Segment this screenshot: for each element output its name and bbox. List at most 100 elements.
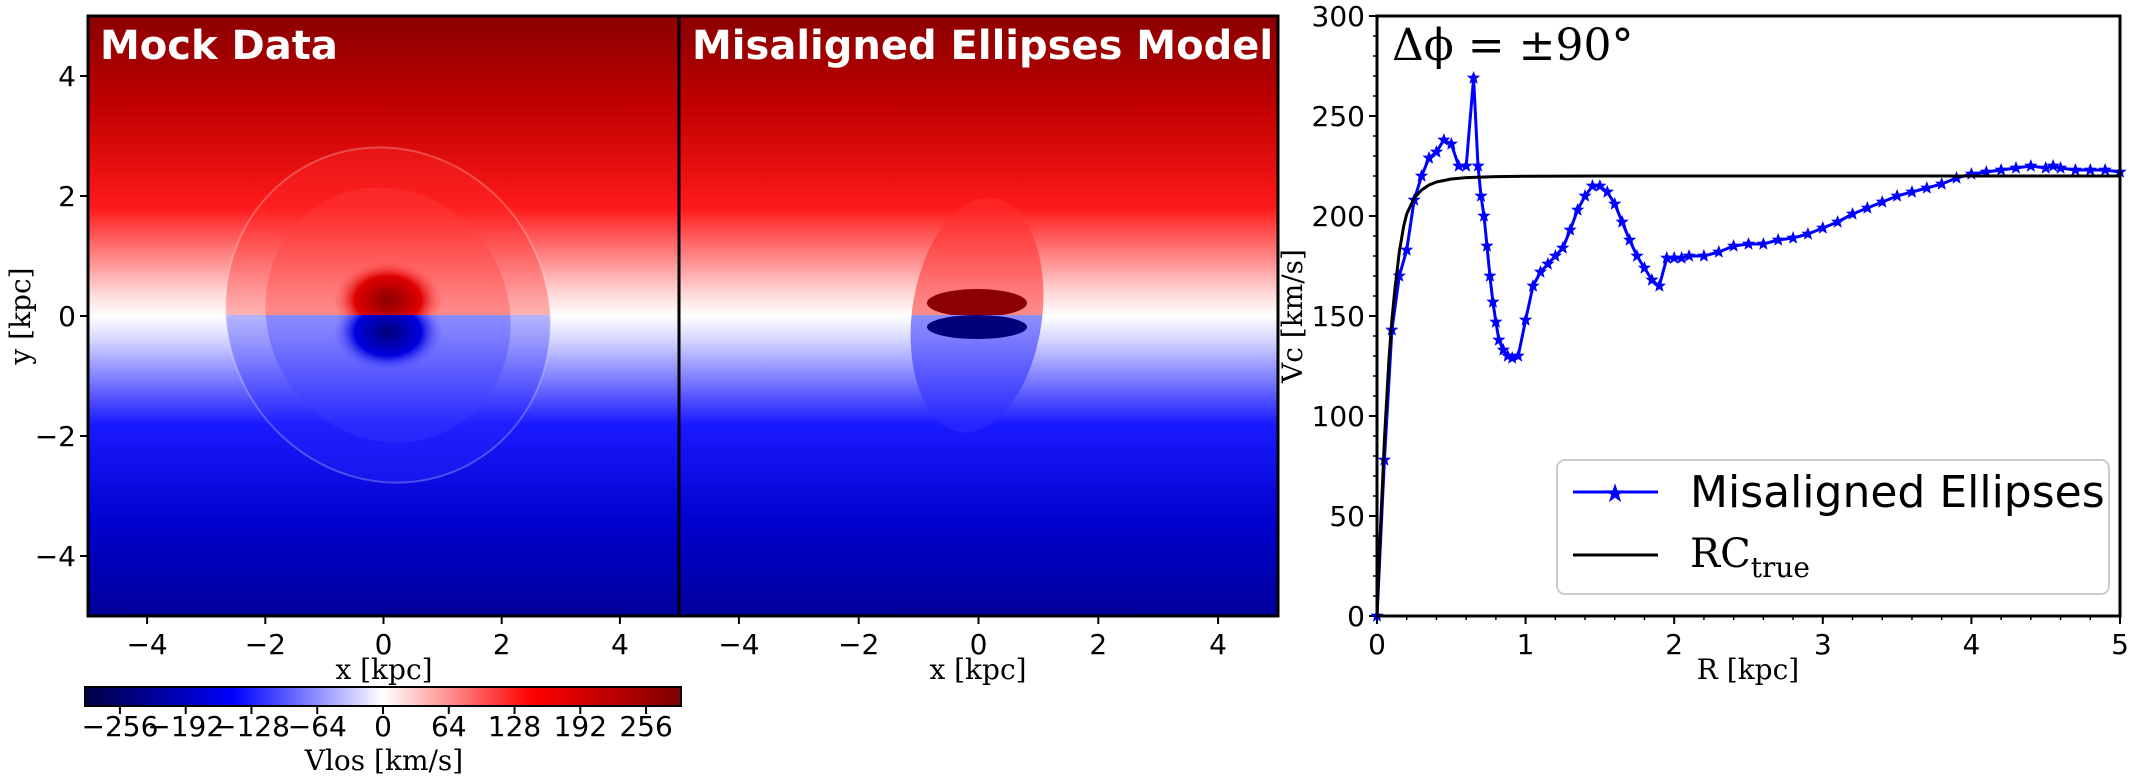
series-point-misaligned-ellipses <box>1801 227 1815 240</box>
model-xtick-label: −2 <box>838 628 879 661</box>
series-point-misaligned-ellipses <box>1630 249 1644 262</box>
model-xlabel: x [kpc] <box>929 653 1026 686</box>
series-point-misaligned-ellipses <box>1727 239 1741 252</box>
mock-ytick-label: 0 <box>58 300 76 333</box>
series-point-misaligned-ellipses <box>1518 313 1533 326</box>
series-point-misaligned-ellipses <box>1741 237 1756 250</box>
model-panel: Misaligned Ellipses Model <box>677 14 1280 618</box>
colorbar: −256−192−128−64 0 64 128 192 256 Vlos [km/s] <box>81 686 682 777</box>
series-point-misaligned-ellipses <box>1979 165 1993 178</box>
series-point-misaligned-ellipses <box>2098 163 2112 176</box>
rc-xtick-label: 2 <box>1665 628 1683 661</box>
series-point-misaligned-ellipses <box>1429 145 1444 158</box>
mock-data-disk-features <box>224 146 552 484</box>
series-point-misaligned-ellipses <box>1682 249 1696 262</box>
colorbar-tick-label: −192 <box>147 710 224 743</box>
series-line-rc-true <box>1375 174 2120 617</box>
rc-xtick-label: 0 <box>1368 628 1386 661</box>
series-point-misaligned-ellipses <box>1660 251 1674 264</box>
mock-data-panel: Mock Data <box>86 14 681 618</box>
mock-ytick-label: −2 <box>35 420 76 453</box>
colorbar-tick-label: 0 <box>374 710 392 743</box>
series-point-misaligned-ellipses <box>1571 203 1585 216</box>
rc-ytick-label: 100 <box>1312 400 1365 433</box>
series-point-misaligned-ellipses <box>1935 177 1949 190</box>
series-point-misaligned-ellipses <box>1501 349 1515 362</box>
series-point-misaligned-ellipses <box>1483 269 1497 282</box>
model-disk-features <box>910 197 1044 433</box>
series-point-misaligned-ellipses <box>1756 237 1770 250</box>
rc-xtick-label: 1 <box>1517 628 1535 661</box>
series-point-misaligned-ellipses <box>1831 215 1845 228</box>
model-xtick-label: 0 <box>970 628 988 661</box>
series-point-misaligned-ellipses <box>1875 195 1889 208</box>
series-point-misaligned-ellipses <box>1477 209 1491 222</box>
model-title: Misaligned Ellipses Model <box>692 23 1273 69</box>
series-point-misaligned-ellipses <box>1400 243 1414 256</box>
series-point-misaligned-ellipses <box>1466 71 1481 84</box>
legend-label-rc-true: RCtrue <box>1690 531 1810 584</box>
rc-ytick-label: 200 <box>1312 200 1365 233</box>
series-point-misaligned-ellipses <box>2009 161 2023 174</box>
mock-ytick-label: 2 <box>58 180 76 213</box>
rc-xtick-label: 5 <box>2111 628 2129 661</box>
series-point-misaligned-ellipses <box>1480 239 1494 252</box>
series-point-misaligned-ellipses <box>1608 197 1622 210</box>
series-point-misaligned-ellipses <box>1496 343 1510 356</box>
series-point-misaligned-ellipses <box>1667 251 1681 264</box>
rc-ytick-label: 300 <box>1312 0 1365 33</box>
colorbar-tick-label: −128 <box>213 710 290 743</box>
colorbar-tick-label: −256 <box>81 710 158 743</box>
series-point-misaligned-ellipses <box>1675 251 1689 264</box>
rotation-curve-ylabel: Vc [km/s] <box>1276 249 1309 384</box>
legend: ★ Misaligned Ellipses RCtrue <box>1556 459 2110 595</box>
model-xtick-label: 2 <box>1089 628 1107 661</box>
series-point-misaligned-ellipses <box>1593 179 1607 192</box>
colorbar-tick-label: 192 <box>554 710 607 743</box>
series-point-misaligned-ellipses <box>1437 133 1451 146</box>
series-point-misaligned-ellipses <box>2083 163 2097 176</box>
series-point-misaligned-ellipses <box>2068 163 2083 176</box>
colorbar-label: Vlos [km/s] <box>304 744 463 777</box>
colorbar-ticks: −256−192−128−64 0 64 128 192 256 <box>81 706 673 743</box>
mock-data-ylabel: y [kpc] <box>4 267 37 365</box>
series-point-misaligned-ellipses <box>1392 269 1406 282</box>
legend-label-misaligned: Misaligned Ellipses <box>1690 467 2105 518</box>
series-point-misaligned-ellipses <box>1505 351 1519 364</box>
series-point-misaligned-ellipses <box>1511 349 1525 362</box>
mock-xtick-label: 4 <box>611 628 629 661</box>
rc-ytick-label: 50 <box>1329 500 1365 533</box>
legend-star-icon: ★ <box>1603 479 1626 509</box>
series-point-misaligned-ellipses <box>1492 333 1506 346</box>
mock-xtick-label: −2 <box>245 628 286 661</box>
series-point-misaligned-ellipses <box>1486 295 1500 308</box>
colorbar-tick-label: 256 <box>619 710 672 743</box>
series-point-misaligned-ellipses <box>1474 189 1488 202</box>
mock-ytick-label: 4 <box>58 60 76 93</box>
series-point-misaligned-ellipses <box>1422 151 1436 164</box>
series-point-misaligned-ellipses <box>1615 215 1629 228</box>
series-point-misaligned-ellipses <box>2053 161 2068 174</box>
series-point-misaligned-ellipses <box>1637 261 1652 274</box>
heatmap-axes: −4 −2 0 2 4 −4 −2 0 2 4 −4 −2 0 2 4 <box>35 60 1227 661</box>
series-point-misaligned-ellipses <box>1556 241 1570 254</box>
series-point-misaligned-ellipses <box>1563 223 1577 236</box>
model-xtick-label: −4 <box>718 628 759 661</box>
series-point-misaligned-ellipses <box>1452 159 1466 172</box>
series-point-misaligned-ellipses <box>1414 169 1429 182</box>
series-point-misaligned-ellipses <box>2046 159 2060 172</box>
series-point-misaligned-ellipses <box>1697 249 1711 262</box>
colorbar-tick-label: −64 <box>288 710 347 743</box>
mock-xtick-label: 2 <box>493 628 511 661</box>
model-xtick-label: 4 <box>1209 628 1227 661</box>
series-point-misaligned-ellipses <box>1964 167 1979 180</box>
series-point-misaligned-ellipses <box>1541 257 1555 270</box>
series-point-misaligned-ellipses <box>1623 233 1637 246</box>
series-point-misaligned-ellipses <box>2024 159 2038 172</box>
series-point-misaligned-ellipses <box>1890 189 1904 202</box>
series-point-misaligned-ellipses <box>1860 201 1874 214</box>
series-point-misaligned-ellipses <box>1652 279 1666 292</box>
rc-ytick-label: 150 <box>1312 300 1365 333</box>
